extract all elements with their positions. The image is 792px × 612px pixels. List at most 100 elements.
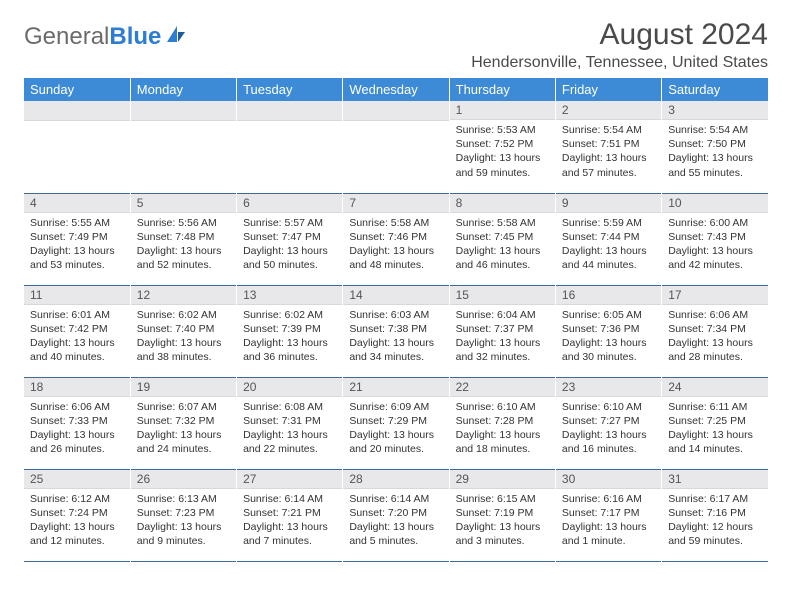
day-details: Sunrise: 6:15 AMSunset: 7:19 PMDaylight:…	[450, 489, 555, 551]
day-cell: 24Sunrise: 6:11 AMSunset: 7:25 PMDayligh…	[662, 377, 768, 469]
day-cell: 18Sunrise: 6:06 AMSunset: 7:33 PMDayligh…	[24, 377, 130, 469]
sunrise-line: Sunrise: 6:07 AM	[137, 400, 230, 414]
sunset-line: Sunset: 7:47 PM	[243, 230, 336, 244]
logo-text-gray: General	[24, 25, 109, 49]
day-cell: 20Sunrise: 6:08 AMSunset: 7:31 PMDayligh…	[237, 377, 343, 469]
day-details: Sunrise: 5:53 AMSunset: 7:52 PMDaylight:…	[450, 120, 555, 182]
sunrise-line: Sunrise: 5:58 AM	[349, 216, 442, 230]
header: GeneralBlue August 2024 Hendersonville, …	[24, 18, 768, 72]
sunset-line: Sunset: 7:46 PM	[349, 230, 442, 244]
day-details: Sunrise: 6:10 AMSunset: 7:27 PMDaylight:…	[556, 397, 661, 459]
day-cell: 27Sunrise: 6:14 AMSunset: 7:21 PMDayligh…	[237, 469, 343, 561]
day-cell	[24, 101, 130, 193]
day-cell: 9Sunrise: 5:59 AMSunset: 7:44 PMDaylight…	[555, 193, 661, 285]
calendar-body: 1Sunrise: 5:53 AMSunset: 7:52 PMDaylight…	[24, 101, 768, 561]
day-number: 7	[343, 194, 448, 213]
day-cell: 3Sunrise: 5:54 AMSunset: 7:50 PMDaylight…	[662, 101, 768, 193]
sunset-line: Sunset: 7:48 PM	[137, 230, 230, 244]
sunset-line: Sunset: 7:50 PM	[668, 137, 762, 151]
sunset-line: Sunset: 7:20 PM	[349, 506, 442, 520]
sunrise-line: Sunrise: 6:15 AM	[456, 492, 549, 506]
daylight-line: Daylight: 13 hours and 30 minutes.	[562, 336, 655, 364]
day-cell: 8Sunrise: 5:58 AMSunset: 7:45 PMDaylight…	[449, 193, 555, 285]
daylight-line: Daylight: 13 hours and 42 minutes.	[668, 244, 762, 272]
day-cell: 25Sunrise: 6:12 AMSunset: 7:24 PMDayligh…	[24, 469, 130, 561]
daylight-line: Daylight: 13 hours and 59 minutes.	[456, 151, 549, 179]
day-details: Sunrise: 6:14 AMSunset: 7:20 PMDaylight:…	[343, 489, 448, 551]
daylight-line: Daylight: 13 hours and 38 minutes.	[137, 336, 230, 364]
day-details: Sunrise: 6:12 AMSunset: 7:24 PMDaylight:…	[24, 489, 130, 551]
day-number: 31	[662, 470, 768, 489]
day-number-empty	[343, 101, 448, 121]
logo-text-blue: Blue	[109, 25, 161, 49]
day-details: Sunrise: 6:06 AMSunset: 7:33 PMDaylight:…	[24, 397, 130, 459]
day-cell	[343, 101, 449, 193]
daylight-line: Daylight: 13 hours and 22 minutes.	[243, 428, 336, 456]
day-header: Thursday	[449, 78, 555, 101]
sunrise-line: Sunrise: 6:01 AM	[30, 308, 124, 322]
sunset-line: Sunset: 7:37 PM	[456, 322, 549, 336]
sunset-line: Sunset: 7:36 PM	[562, 322, 655, 336]
daylight-line: Daylight: 13 hours and 57 minutes.	[562, 151, 655, 179]
sunset-line: Sunset: 7:51 PM	[562, 137, 655, 151]
sunrise-line: Sunrise: 6:12 AM	[30, 492, 124, 506]
day-number: 13	[237, 286, 342, 305]
sunset-line: Sunset: 7:44 PM	[562, 230, 655, 244]
location: Hendersonville, Tennessee, United States	[471, 54, 768, 72]
day-number: 19	[131, 378, 236, 397]
day-cell: 19Sunrise: 6:07 AMSunset: 7:32 PMDayligh…	[130, 377, 236, 469]
day-number: 28	[343, 470, 448, 489]
day-cell: 16Sunrise: 6:05 AMSunset: 7:36 PMDayligh…	[555, 285, 661, 377]
day-header: Monday	[130, 78, 236, 101]
day-details: Sunrise: 5:59 AMSunset: 7:44 PMDaylight:…	[556, 213, 661, 275]
daylight-line: Daylight: 13 hours and 44 minutes.	[562, 244, 655, 272]
day-details: Sunrise: 6:04 AMSunset: 7:37 PMDaylight:…	[450, 305, 555, 367]
day-cell: 14Sunrise: 6:03 AMSunset: 7:38 PMDayligh…	[343, 285, 449, 377]
sunset-line: Sunset: 7:17 PM	[562, 506, 655, 520]
day-details: Sunrise: 5:58 AMSunset: 7:45 PMDaylight:…	[450, 213, 555, 275]
day-number: 5	[131, 194, 236, 213]
day-number: 29	[450, 470, 555, 489]
day-header: Wednesday	[343, 78, 449, 101]
day-header-row: SundayMondayTuesdayWednesdayThursdayFrid…	[24, 78, 768, 101]
sunset-line: Sunset: 7:33 PM	[30, 414, 124, 428]
day-details: Sunrise: 5:54 AMSunset: 7:50 PMDaylight:…	[662, 120, 768, 182]
sunrise-line: Sunrise: 6:11 AM	[668, 400, 762, 414]
day-cell: 29Sunrise: 6:15 AMSunset: 7:19 PMDayligh…	[449, 469, 555, 561]
day-number: 24	[662, 378, 768, 397]
day-number: 12	[131, 286, 236, 305]
sunset-line: Sunset: 7:21 PM	[243, 506, 336, 520]
day-details: Sunrise: 5:56 AMSunset: 7:48 PMDaylight:…	[131, 213, 236, 275]
day-header: Tuesday	[237, 78, 343, 101]
sunset-line: Sunset: 7:24 PM	[30, 506, 124, 520]
day-details: Sunrise: 6:17 AMSunset: 7:16 PMDaylight:…	[662, 489, 768, 551]
day-cell	[130, 101, 236, 193]
sunset-line: Sunset: 7:43 PM	[668, 230, 762, 244]
daylight-line: Daylight: 13 hours and 46 minutes.	[456, 244, 549, 272]
day-number: 25	[24, 470, 130, 489]
day-number: 16	[556, 286, 661, 305]
day-details: Sunrise: 6:01 AMSunset: 7:42 PMDaylight:…	[24, 305, 130, 367]
day-details: Sunrise: 6:14 AMSunset: 7:21 PMDaylight:…	[237, 489, 342, 551]
sunset-line: Sunset: 7:29 PM	[349, 414, 442, 428]
day-cell: 4Sunrise: 5:55 AMSunset: 7:49 PMDaylight…	[24, 193, 130, 285]
day-cell: 11Sunrise: 6:01 AMSunset: 7:42 PMDayligh…	[24, 285, 130, 377]
day-cell: 17Sunrise: 6:06 AMSunset: 7:34 PMDayligh…	[662, 285, 768, 377]
day-number: 3	[662, 101, 768, 120]
day-number: 11	[24, 286, 130, 305]
title-block: August 2024 Hendersonville, Tennessee, U…	[471, 18, 768, 72]
day-details: Sunrise: 5:57 AMSunset: 7:47 PMDaylight:…	[237, 213, 342, 275]
day-number: 30	[556, 470, 661, 489]
day-details: Sunrise: 6:00 AMSunset: 7:43 PMDaylight:…	[662, 213, 768, 275]
sunrise-line: Sunrise: 6:10 AM	[456, 400, 549, 414]
daylight-line: Daylight: 13 hours and 9 minutes.	[137, 520, 230, 548]
daylight-line: Daylight: 13 hours and 36 minutes.	[243, 336, 336, 364]
day-details: Sunrise: 5:58 AMSunset: 7:46 PMDaylight:…	[343, 213, 448, 275]
day-number: 9	[556, 194, 661, 213]
daylight-line: Daylight: 13 hours and 52 minutes.	[137, 244, 230, 272]
week-row: 25Sunrise: 6:12 AMSunset: 7:24 PMDayligh…	[24, 469, 768, 561]
sunset-line: Sunset: 7:39 PM	[243, 322, 336, 336]
daylight-line: Daylight: 13 hours and 28 minutes.	[668, 336, 762, 364]
day-details: Sunrise: 5:54 AMSunset: 7:51 PMDaylight:…	[556, 120, 661, 182]
sunset-line: Sunset: 7:19 PM	[456, 506, 549, 520]
